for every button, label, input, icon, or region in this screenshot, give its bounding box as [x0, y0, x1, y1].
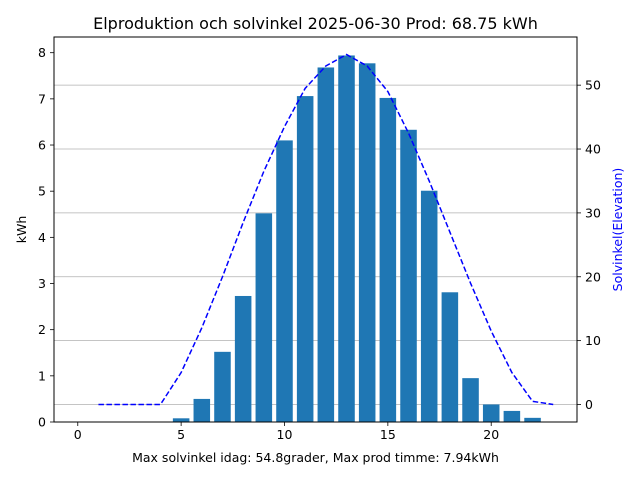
bar [400, 129, 417, 422]
y2-tick-label: 30 [585, 205, 601, 220]
y-axis-ticks: 0 1 2 3 4 5 6 7 8 [38, 45, 54, 430]
bar [214, 351, 231, 422]
x-tick-label: 15 [380, 427, 396, 442]
bar [255, 213, 273, 422]
y-tick-label: 3 [38, 276, 46, 291]
x-tick-label: 20 [483, 427, 499, 442]
bar [524, 417, 541, 422]
y2-axis-label: Solvinkel(Elevation) [610, 168, 625, 292]
grid-layer [54, 84, 577, 405]
x-tick-label: 10 [277, 427, 293, 442]
y-tick-label: 8 [38, 45, 46, 60]
y-tick-label: 0 [38, 415, 46, 430]
y-tick-label: 5 [38, 184, 46, 199]
bar [317, 67, 335, 423]
y-tick-label: 1 [38, 368, 46, 383]
bar [338, 55, 355, 422]
bar-layer [172, 55, 541, 423]
y-tick-label: 7 [38, 91, 46, 106]
bar [420, 190, 438, 422]
y2-axis-ticks: 0 10 20 30 40 50 [577, 78, 601, 412]
bar [441, 292, 459, 422]
bar [193, 398, 211, 422]
bar [172, 418, 190, 422]
bar [462, 378, 479, 422]
y-tick-label: 4 [38, 230, 46, 245]
line-layer [98, 53, 554, 406]
y-tick-label: 2 [38, 322, 46, 337]
elevation-line [98, 53, 554, 406]
y2-tick-label: 20 [585, 269, 601, 284]
y-axis-label: kWh [14, 216, 29, 244]
plot-frame [53, 36, 578, 423]
chart-title: Elproduktion och solvinkel 2025-06-30 Pr… [93, 14, 538, 33]
x-tick-label: 5 [177, 427, 185, 442]
x-tick-label: 0 [74, 427, 82, 442]
x-axis-ticks: 0 5 10 15 20 [74, 422, 499, 442]
bar [379, 97, 397, 423]
y2-tick-label: 0 [585, 397, 593, 412]
bar [503, 410, 521, 422]
y2-tick-label: 50 [585, 78, 601, 93]
y-tick-label: 6 [38, 138, 46, 153]
bar [234, 295, 252, 422]
bar [482, 404, 500, 422]
y2-tick-label: 40 [585, 142, 601, 157]
bar [276, 140, 293, 422]
y2-tick-label: 10 [585, 333, 601, 348]
x-axis-label: Max solvinkel idag: 54.8grader, Max prod… [132, 450, 499, 465]
bar [358, 63, 376, 422]
bar [296, 96, 314, 422]
